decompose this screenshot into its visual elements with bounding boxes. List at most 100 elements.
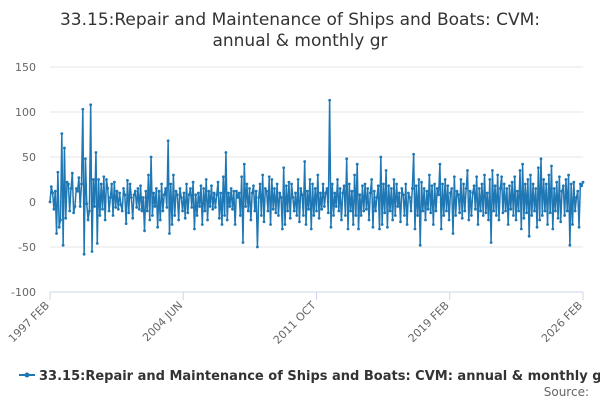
data-point bbox=[504, 209, 507, 213]
data-point bbox=[462, 182, 465, 186]
data-point bbox=[384, 169, 388, 172]
data-point bbox=[533, 209, 536, 213]
data-point bbox=[217, 216, 221, 220]
data-point bbox=[265, 189, 269, 193]
data-point bbox=[548, 211, 552, 215]
data-point bbox=[143, 229, 146, 233]
data-point bbox=[450, 187, 454, 190]
data-point bbox=[169, 182, 173, 186]
data-point bbox=[382, 182, 385, 186]
data-point bbox=[290, 182, 293, 186]
data-point bbox=[164, 187, 167, 190]
y-tick-label: 0 bbox=[29, 196, 36, 209]
data-point bbox=[401, 193, 405, 197]
source-label: Source: bbox=[544, 385, 589, 399]
data-point bbox=[66, 182, 70, 186]
data-point bbox=[304, 223, 308, 226]
data-point bbox=[81, 107, 85, 111]
data-point bbox=[460, 216, 464, 220]
x-tick-label: 2004 JUN bbox=[140, 299, 185, 344]
data-point bbox=[438, 162, 442, 166]
data-point bbox=[534, 187, 538, 190]
data-point bbox=[99, 182, 103, 186]
data-point bbox=[84, 157, 87, 161]
data-point bbox=[361, 184, 364, 188]
data-point bbox=[408, 196, 412, 199]
data-point bbox=[535, 225, 539, 229]
data-point bbox=[195, 214, 199, 217]
data-point bbox=[181, 209, 184, 213]
y-tick-label: 50 bbox=[22, 151, 36, 164]
data-point bbox=[496, 173, 500, 177]
chart-title-line-1: 33.15:Repair and Maintenance of Ships an… bbox=[60, 10, 540, 30]
data-point bbox=[543, 209, 547, 213]
data-point bbox=[437, 193, 440, 197]
data-point bbox=[464, 187, 468, 190]
data-point bbox=[531, 182, 535, 186]
data-point bbox=[56, 170, 60, 174]
data-point bbox=[476, 223, 480, 226]
data-point bbox=[341, 191, 345, 195]
data-point bbox=[374, 209, 377, 213]
data-point bbox=[296, 178, 300, 181]
data-point bbox=[343, 214, 347, 217]
data-point bbox=[189, 187, 192, 190]
data-point bbox=[417, 178, 421, 181]
data-point bbox=[308, 178, 312, 181]
data-point bbox=[119, 203, 123, 207]
data-point bbox=[405, 223, 409, 226]
y-tick-label: -100 bbox=[11, 286, 36, 299]
data-point bbox=[368, 191, 372, 195]
data-point bbox=[546, 223, 549, 226]
data-point bbox=[345, 157, 349, 161]
data-point bbox=[446, 184, 450, 188]
data-point bbox=[187, 193, 191, 197]
data-point bbox=[571, 223, 574, 226]
data-point bbox=[357, 227, 360, 231]
data-point bbox=[502, 182, 506, 186]
data-point bbox=[441, 182, 444, 186]
data-point bbox=[225, 218, 229, 222]
data-point bbox=[179, 196, 183, 199]
data-point bbox=[162, 193, 166, 197]
data-point bbox=[127, 211, 131, 215]
data-point bbox=[252, 184, 255, 188]
data-point bbox=[103, 218, 107, 222]
data-point bbox=[424, 218, 427, 222]
data-point bbox=[51, 191, 55, 195]
data-point bbox=[342, 184, 346, 188]
data-point bbox=[244, 205, 248, 208]
data-point bbox=[425, 189, 429, 193]
data-point bbox=[563, 214, 567, 217]
data-point bbox=[208, 205, 212, 208]
data-point bbox=[258, 182, 262, 186]
data-point bbox=[305, 189, 309, 193]
data-point bbox=[515, 189, 519, 193]
data-point bbox=[145, 209, 149, 213]
data-point bbox=[200, 223, 204, 226]
data-point bbox=[325, 187, 329, 190]
legend[interactable]: 33.15:Repair and Maintenance of Ships an… bbox=[19, 369, 600, 384]
data-point bbox=[433, 182, 437, 186]
gridlines bbox=[50, 66, 583, 293]
data-point bbox=[87, 209, 91, 213]
data-point bbox=[442, 214, 446, 217]
data-point bbox=[185, 182, 188, 186]
data-point bbox=[151, 214, 154, 217]
data-point bbox=[274, 211, 278, 215]
data-point bbox=[538, 218, 542, 222]
data-point bbox=[158, 218, 162, 222]
data-point bbox=[204, 178, 208, 181]
data-point bbox=[153, 205, 157, 208]
data-point bbox=[288, 216, 292, 220]
data-point bbox=[315, 209, 318, 213]
data-point bbox=[277, 214, 280, 217]
data-point bbox=[550, 164, 553, 168]
data-point bbox=[236, 196, 240, 199]
data-point bbox=[481, 214, 485, 217]
data-point bbox=[577, 225, 581, 229]
data-point bbox=[98, 214, 102, 217]
data-point bbox=[475, 175, 479, 179]
data-point bbox=[237, 191, 241, 195]
data-point bbox=[454, 214, 458, 217]
